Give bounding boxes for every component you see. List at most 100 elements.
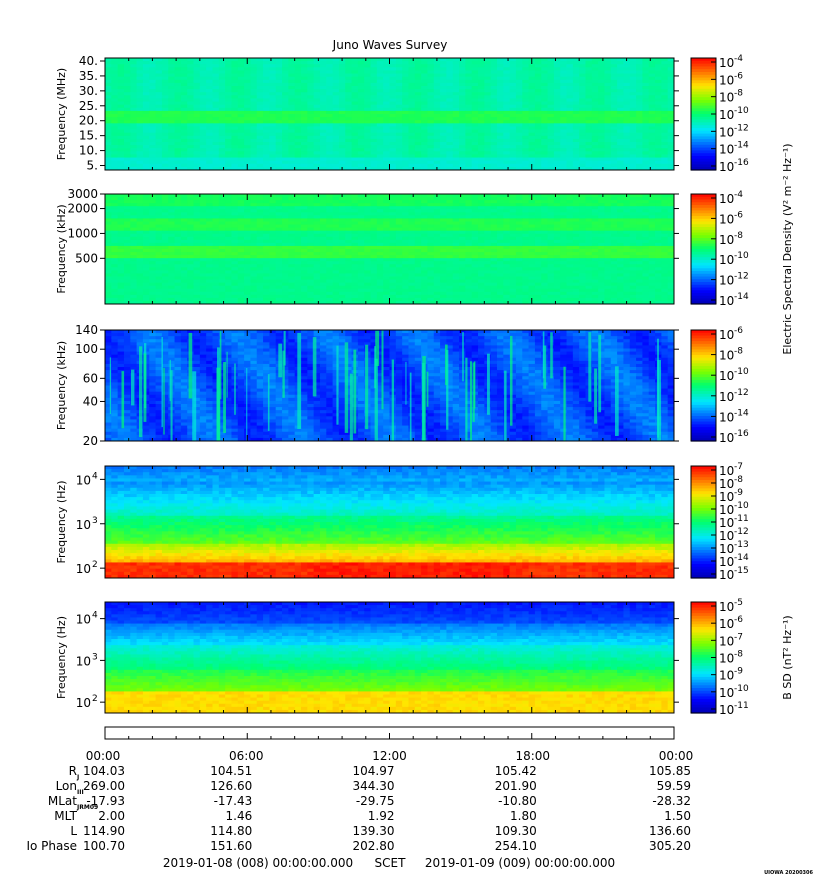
spectrogram-image [105,194,674,304]
y-tick-exponent: 2 [92,560,98,570]
y-tick-label: 60 [83,371,98,385]
y-tick-exponent: 4 [92,471,98,481]
ephemeris-value: 104.97 [353,764,395,778]
ephemeris-value: -10.80 [498,794,537,808]
colorbar-tick-label: 10 [719,369,734,383]
colorbar-tick-exponent: -6 [734,71,743,81]
colorbar-tick-exponent: -10 [734,367,749,377]
colorbar-tick-label: 10 [719,349,734,363]
colorbar-tick-exponent: -14 [734,141,749,151]
ephemeris-value: 139.30 [353,824,395,838]
colorbar-tick-label: 10 [719,490,734,504]
colorbar-tick-label: 10 [719,542,734,556]
ephemeris-value: 344.30 [353,779,395,793]
colorbar-tick-exponent: -15 [734,566,749,576]
colorbar-tick-exponent: -6 [734,615,743,625]
ephemeris-label-subscript: JRM09 [76,804,98,811]
colorbar-tick-label: 10 [719,516,734,530]
time-range-end: 2019-01-09 (009) 00:00:00.000 [425,856,615,870]
colorbar-tick-exponent: -5 [734,598,743,608]
ephemeris-value: -17.93 [86,794,125,808]
colorbar-tick-label: 10 [719,652,734,666]
colorbar-tick-label: 10 [719,192,734,206]
spectrogram-panels: 5.10.15.20.25.30.35.40. Frequency (MHz) 10… [55,54,794,717]
colorbar-tick-label: 10 [719,108,734,122]
y-axis-label: Frequency (Hz) [55,481,68,564]
electric-colorbar-label: Electric Spectral Density (V² m⁻² Hz⁻¹) [781,143,794,354]
y-tick-label: 1000 [67,226,98,240]
colorbar-tick-exponent: -4 [734,54,743,64]
colorbar-tick-label: 10 [719,464,734,478]
colorbar-tick-label: 10 [719,56,734,70]
y-tick-label: 140 [75,323,98,337]
colorbar-tick-exponent: -10 [734,501,749,511]
colorbar-tick-exponent: -12 [734,272,749,282]
colorbar-tick-label: 10 [719,212,734,226]
colorbar-tick-exponent: -12 [734,123,749,133]
spectrogram-image [105,602,674,713]
colorbar-tick-exponent: -8 [734,475,743,485]
ephemeris-value: 305.20 [649,839,691,853]
colorbar-tick-exponent: -7 [734,632,743,642]
ephemeris-value: 136.60 [649,824,691,838]
colorbar-tick-exponent: -8 [734,89,743,99]
y-tick-label: 10 [76,696,91,710]
ephemeris-value: 2.00 [98,809,125,823]
colorbar-tick-exponent: -10 [734,684,749,694]
ephemeris-value: 202.80 [353,839,395,853]
y-tick-exponent: 4 [92,611,98,621]
y-tick-exponent: 3 [92,652,98,662]
ephemeris-label-subscript: III [77,789,84,796]
colorbar-tick-label: 10 [719,233,734,247]
y-axis-label: Frequency (kHz) [55,341,68,430]
colorbar-tick-exponent: -10 [734,251,749,261]
colorbar-tick-exponent: -4 [734,190,743,200]
y-tick-label: 2000 [67,202,98,216]
colorbar-tick-exponent: -14 [734,553,749,563]
ephemeris-label: MLat [48,794,77,808]
colorbar-tick-label: 10 [719,477,734,491]
colorbar-tick-exponent: -16 [734,429,749,439]
ephemeris-value: -28.32 [652,794,691,808]
spectrogram-panel-1: 5.10.15.20.25.30.35.40. Frequency (MHz) 10… [55,54,749,174]
ephemeris-value: 109.30 [495,824,537,838]
colorbar-tick-label: 10 [719,669,734,683]
colorbar-tick-exponent: -14 [734,292,749,302]
colorbar-tick-exponent: -13 [734,540,749,550]
colorbar-tick-label: 10 [719,390,734,404]
credit-stamp: UIOWA 20200306 [764,870,813,876]
colorbar-tick-exponent: -12 [734,527,749,537]
x-tick-label: 00:00 [86,749,121,763]
colorbar-tick-label: 10 [719,529,734,543]
y-tick-label: 10 [76,654,91,668]
ephemeris-value: 104.51 [210,764,252,778]
ephemeris-value: 201.90 [495,779,537,793]
y-tick-label: 5. [87,159,98,173]
ephemeris-value: 1.50 [664,809,691,823]
colorbar-label: B SD (nT² Hz⁻¹) [781,615,794,699]
colorbar-tick-label: 10 [719,634,734,648]
colorbar-tick-exponent: -8 [734,231,743,241]
ephemeris-value: 104.03 [83,764,125,778]
ephemeris-value: 269.00 [83,779,125,793]
colorbar-tick-label: 10 [719,294,734,308]
colorbar-tick-exponent: -9 [734,488,743,498]
y-axis-label: Frequency (MHz) [55,68,68,160]
spectrogram-image [105,466,674,578]
colorbar-tick-label: 10 [719,143,734,157]
y-tick-label: 20 [83,434,98,448]
y-tick-label: 40 [83,394,98,408]
y-axis-label: Frequency (Hz) [55,616,68,699]
colorbar-tick-label: 10 [719,410,734,424]
y-tick-label: 10 [76,518,91,532]
ephemeris-label: R [69,764,77,778]
colorbar-tick-exponent: -8 [734,347,743,357]
colorbar-tick-label: 10 [719,503,734,517]
colorbar-tick-label: 10 [719,73,734,87]
ephemeris-value: 114.80 [210,824,252,838]
